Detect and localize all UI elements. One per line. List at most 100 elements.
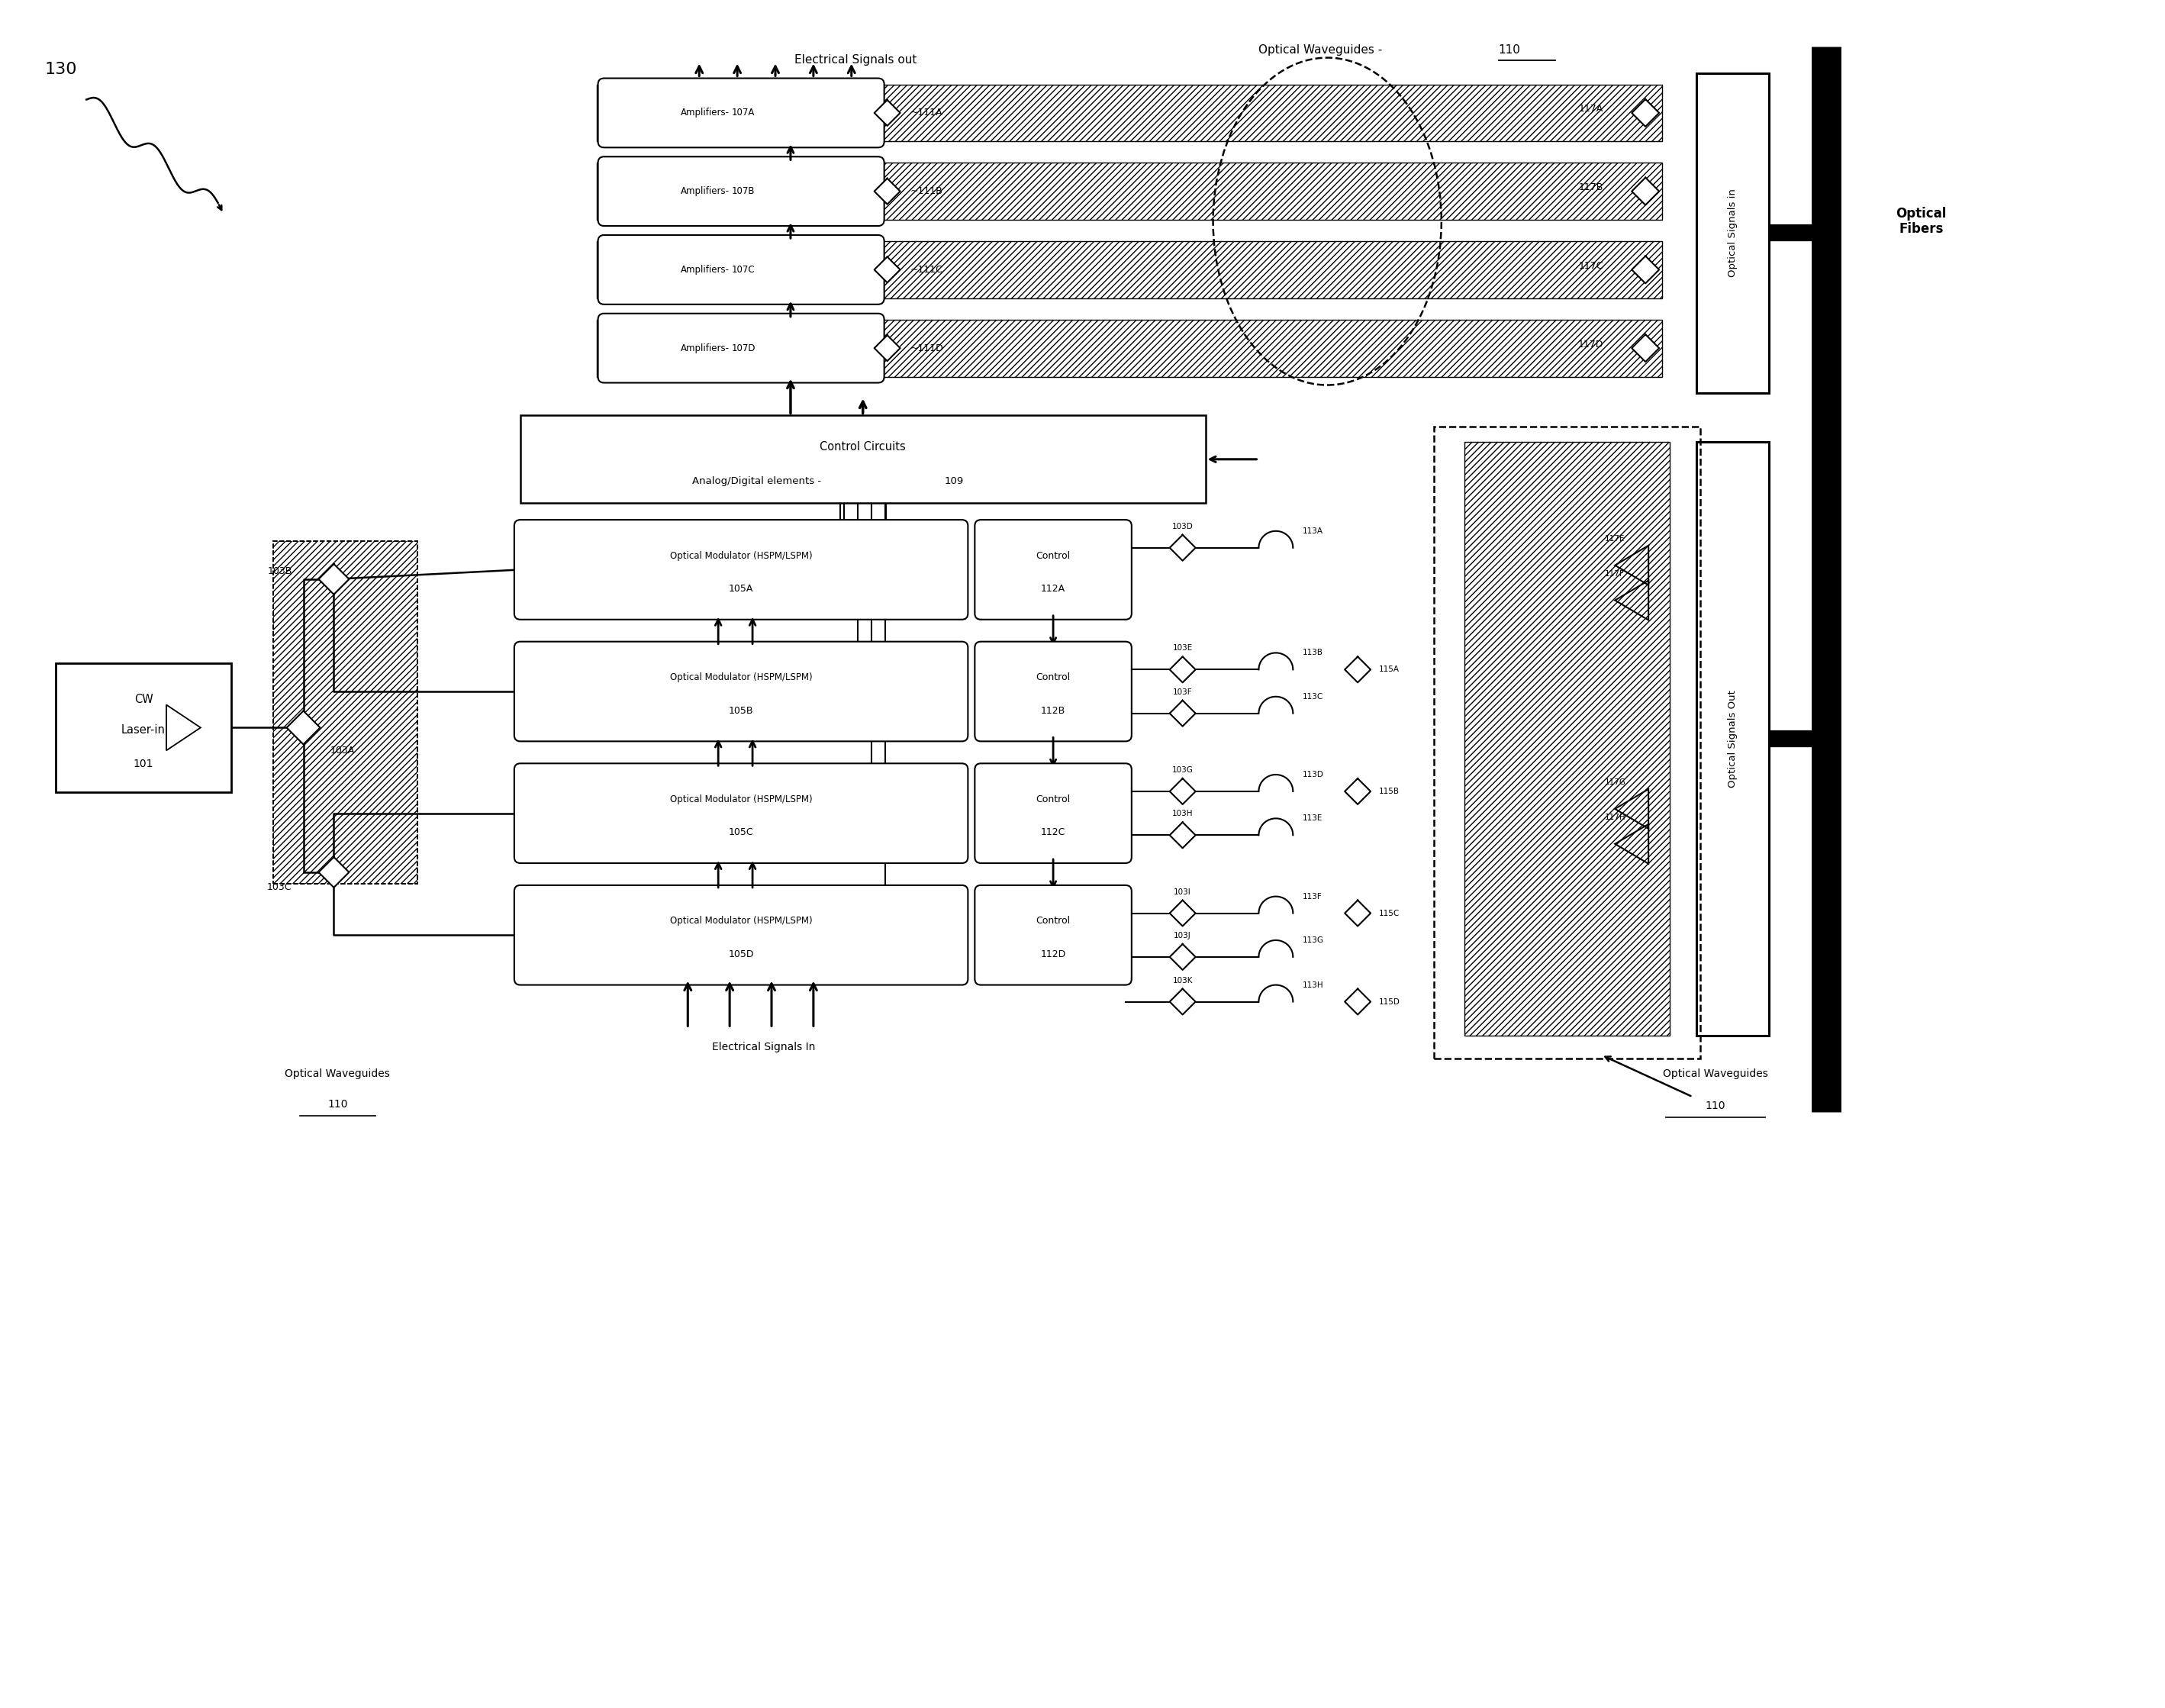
Text: 115A: 115A <box>1379 666 1399 673</box>
Bar <box>1464 442 1669 1037</box>
Polygon shape <box>1344 779 1370 804</box>
Text: 117H: 117H <box>1604 813 1626 822</box>
Text: Amplifiers-: Amplifiers- <box>680 186 730 196</box>
Text: 115B: 115B <box>1379 787 1399 796</box>
Text: 115C: 115C <box>1379 909 1401 917</box>
Text: 103E: 103E <box>1173 644 1193 652</box>
Polygon shape <box>875 178 901 205</box>
Text: Optical Signals in: Optical Signals in <box>1728 188 1738 277</box>
Text: 107A: 107A <box>732 108 756 118</box>
Text: 113C: 113C <box>1303 693 1323 700</box>
Text: ~111C: ~111C <box>909 265 942 275</box>
Polygon shape <box>1169 535 1195 560</box>
Text: 101: 101 <box>134 758 154 769</box>
Text: 112D: 112D <box>1041 950 1065 960</box>
Text: Optical Waveguides: Optical Waveguides <box>1663 1069 1769 1079</box>
Polygon shape <box>1169 945 1195 970</box>
Polygon shape <box>875 256 901 282</box>
Text: 103A: 103A <box>329 745 355 755</box>
Text: 110: 110 <box>1706 1100 1726 1112</box>
Text: 117D: 117D <box>1578 340 1604 348</box>
Polygon shape <box>1169 656 1195 683</box>
Text: 105B: 105B <box>730 705 753 716</box>
Text: 113A: 113A <box>1303 528 1323 535</box>
FancyBboxPatch shape <box>515 885 968 986</box>
Text: 113B: 113B <box>1303 649 1323 656</box>
Text: 113D: 113D <box>1303 770 1325 779</box>
Text: Control: Control <box>1037 915 1070 926</box>
Text: 103H: 103H <box>1171 810 1193 818</box>
Text: Control Circuits: Control Circuits <box>821 441 905 453</box>
Text: 110: 110 <box>1498 44 1520 56</box>
Bar <box>520 415 1206 504</box>
Text: 109: 109 <box>944 477 963 487</box>
Polygon shape <box>318 857 349 888</box>
Polygon shape <box>1632 178 1658 205</box>
Text: 117E: 117E <box>1604 535 1626 543</box>
Polygon shape <box>1632 99 1658 126</box>
Text: 107C: 107C <box>732 265 756 275</box>
Text: 117F: 117F <box>1604 570 1624 577</box>
Text: Laser-in: Laser-in <box>121 724 165 736</box>
Text: 112A: 112A <box>1041 584 1065 594</box>
Text: Optical Modulator (HSPM/LSPM): Optical Modulator (HSPM/LSPM) <box>669 550 812 560</box>
Text: 115D: 115D <box>1379 997 1401 1006</box>
Polygon shape <box>1344 900 1370 926</box>
Text: Optical Modulator (HSPM/LSPM): Optical Modulator (HSPM/LSPM) <box>669 673 812 683</box>
Bar <box>595 241 1663 299</box>
Polygon shape <box>318 564 349 594</box>
Bar <box>273 541 418 883</box>
Polygon shape <box>1169 989 1195 1015</box>
Text: 113H: 113H <box>1303 980 1325 989</box>
Polygon shape <box>1632 256 1658 284</box>
Bar <box>56 663 232 793</box>
Bar <box>595 319 1663 377</box>
Text: 103K: 103K <box>1173 977 1193 984</box>
FancyBboxPatch shape <box>974 763 1132 863</box>
Polygon shape <box>875 335 901 360</box>
Text: 105C: 105C <box>730 828 753 837</box>
Bar <box>1697 442 1769 1037</box>
Text: 117G: 117G <box>1604 779 1626 786</box>
Text: Optical Waveguides: Optical Waveguides <box>286 1069 390 1079</box>
Polygon shape <box>1169 900 1195 926</box>
Text: 117A: 117A <box>1578 104 1604 114</box>
Text: Optical Modulator (HSPM/LSPM): Optical Modulator (HSPM/LSPM) <box>669 915 812 926</box>
Text: 103B: 103B <box>266 567 292 577</box>
Polygon shape <box>1344 656 1370 683</box>
Text: Analog/Digital elements -: Analog/Digital elements - <box>693 477 825 487</box>
FancyBboxPatch shape <box>515 519 968 620</box>
Text: 103G: 103G <box>1171 767 1193 774</box>
Text: Amplifiers-: Amplifiers- <box>680 265 730 275</box>
Text: 117B: 117B <box>1578 183 1604 193</box>
Text: 105A: 105A <box>730 584 753 594</box>
Text: Electrical Signals out: Electrical Signals out <box>795 55 916 65</box>
Text: 117C: 117C <box>1578 261 1604 272</box>
Text: Optical
Fibers: Optical Fibers <box>1897 207 1946 236</box>
Bar <box>273 541 418 883</box>
FancyBboxPatch shape <box>598 157 883 225</box>
Polygon shape <box>1632 335 1658 362</box>
Polygon shape <box>286 711 320 745</box>
FancyBboxPatch shape <box>974 642 1132 741</box>
Bar <box>1697 73 1769 393</box>
Text: CW: CW <box>134 693 154 705</box>
FancyBboxPatch shape <box>598 236 883 304</box>
Text: ~111D: ~111D <box>909 343 944 354</box>
Text: ~111A: ~111A <box>909 108 942 118</box>
Text: 103I: 103I <box>1173 888 1191 895</box>
Polygon shape <box>1169 822 1195 849</box>
Text: 103F: 103F <box>1173 688 1193 695</box>
Text: 113E: 113E <box>1303 815 1323 822</box>
Text: 112B: 112B <box>1041 705 1065 716</box>
FancyBboxPatch shape <box>974 885 1132 986</box>
Bar <box>595 84 1663 142</box>
Text: 103C: 103C <box>266 883 292 893</box>
Text: Control: Control <box>1037 673 1070 683</box>
Text: ~111B: ~111B <box>909 186 942 196</box>
Text: 130: 130 <box>45 61 78 77</box>
Text: Optical Waveguides -: Optical Waveguides - <box>1258 44 1386 56</box>
Polygon shape <box>1169 779 1195 804</box>
Text: 105D: 105D <box>727 950 753 960</box>
FancyBboxPatch shape <box>974 519 1132 620</box>
